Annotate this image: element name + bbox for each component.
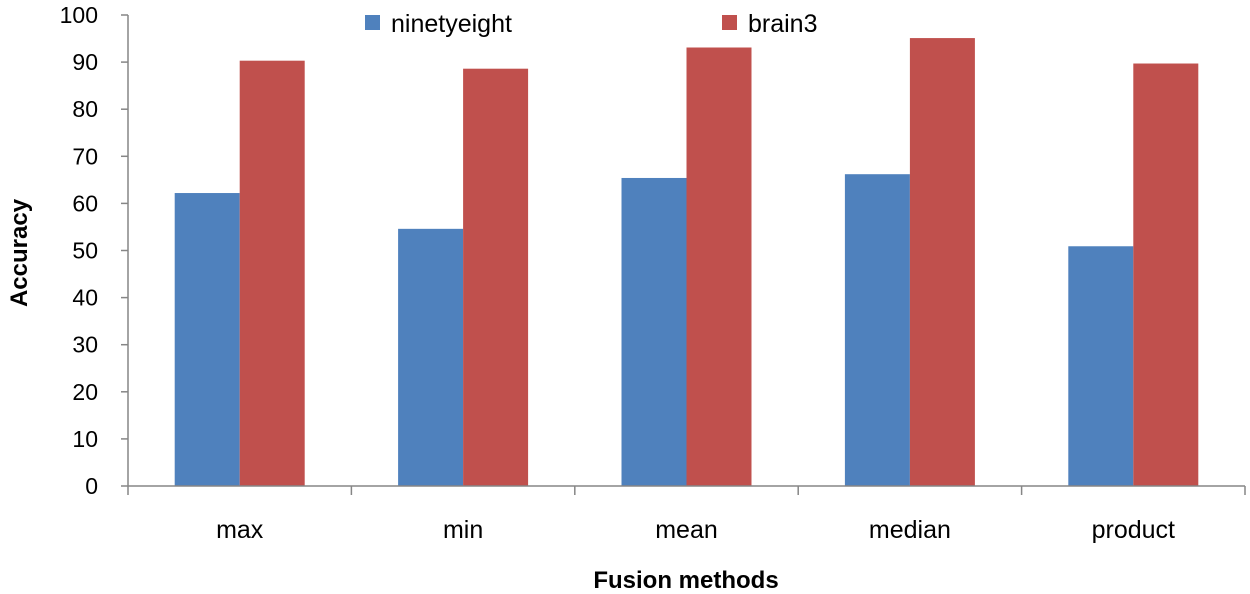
legend: ninetyeight brain3 bbox=[365, 10, 818, 38]
x-category-label: mean bbox=[655, 516, 718, 544]
y-tick-label: 0 bbox=[85, 473, 98, 499]
y-tick-label: 70 bbox=[72, 143, 98, 169]
y-tick-label: 100 bbox=[60, 2, 98, 28]
legend-swatch-brain3 bbox=[722, 15, 737, 30]
bar-ninetyeight-max bbox=[174, 193, 240, 486]
legend-swatch-ninetyeight bbox=[365, 15, 380, 30]
x-category-label: product bbox=[1092, 516, 1175, 544]
y-axis-title: Accuracy bbox=[6, 198, 33, 307]
bar-ninetyeight-min bbox=[398, 228, 464, 487]
y-tick-label: 90 bbox=[72, 49, 98, 75]
x-axis-title: Fusion methods bbox=[593, 567, 778, 594]
x-category-label: median bbox=[869, 516, 951, 544]
y-tick-label: 20 bbox=[72, 379, 98, 405]
y-tick-label: 40 bbox=[72, 285, 98, 311]
bar-brain3-mean bbox=[686, 47, 752, 487]
bar-brain3-product bbox=[1133, 63, 1199, 486]
bars bbox=[174, 38, 1199, 487]
y-tick-label: 10 bbox=[72, 426, 98, 452]
y-tick-label: 30 bbox=[72, 332, 98, 358]
x-axis-ticks bbox=[127, 486, 1246, 495]
legend-label-ninetyeight: ninetyeight bbox=[391, 10, 512, 38]
y-tick-label: 80 bbox=[72, 96, 98, 122]
y-axis-ticks: 0 10 20 30 40 50 60 70 80 90 100 bbox=[60, 2, 128, 499]
y-tick-label: 60 bbox=[72, 190, 98, 216]
x-category-label: min bbox=[443, 516, 483, 544]
bar-ninetyeight-product bbox=[1068, 246, 1134, 486]
y-tick-label: 50 bbox=[72, 238, 98, 264]
x-category-label: max bbox=[216, 516, 264, 544]
bar-brain3-min bbox=[463, 68, 529, 486]
bar-brain3-max bbox=[239, 60, 305, 486]
legend-label-brain3: brain3 bbox=[748, 10, 818, 38]
bar-brain3-median bbox=[909, 38, 975, 486]
category-labels: max min mean median product bbox=[216, 516, 1175, 544]
bar-ninetyeight-mean bbox=[621, 177, 687, 486]
bar-ninetyeight-median bbox=[844, 174, 910, 486]
